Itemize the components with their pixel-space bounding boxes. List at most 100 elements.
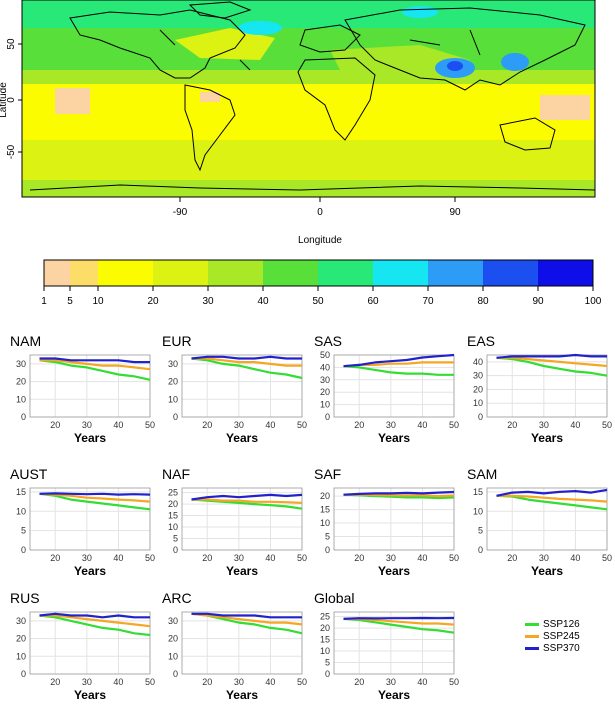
ytick-label: 20: [168, 499, 178, 509]
map-patch-west-pacific: [540, 95, 590, 120]
colorbar-tick-label: 70: [422, 296, 434, 307]
ytick-label: 5: [325, 658, 330, 668]
ytick-label: 20: [320, 387, 330, 397]
panel-chart: 0 10 20 30 20 30 40 50 Years: [16, 611, 155, 702]
ytick-label: 5: [21, 526, 26, 536]
panel-chart: 0 5 10 15 20 30 40 50 Years: [16, 487, 155, 578]
panel-arc: 0 10 20 30 20 30 40 50 Years ARC: [160, 590, 310, 702]
panel-frame: [486, 487, 608, 551]
panel-title: EUR: [162, 333, 192, 349]
series-line-ssp245: [39, 614, 151, 628]
xtick-label: 30: [539, 553, 549, 563]
panel-frame: [29, 487, 151, 551]
legend-swatch-ssp370: [525, 646, 539, 650]
ytick-label: 0: [173, 545, 178, 555]
panel-title: AUST: [10, 466, 48, 482]
ytick-label: 0: [478, 412, 483, 422]
ytick-label: 0: [325, 669, 330, 679]
xtick-label: 50: [145, 420, 155, 430]
xtick-label: 40: [113, 420, 123, 430]
series-line-ssp370: [343, 616, 455, 620]
panel-frame: [486, 354, 608, 418]
series-line-ssp245: [343, 617, 455, 626]
legend-label: SSP245: [543, 630, 580, 642]
colorbar-ticks: 1 5 10 20 30 40 50 60 70 80 90 100: [41, 286, 602, 307]
legend-item: SSP370: [525, 642, 615, 654]
legend-item: SSP245: [525, 630, 615, 642]
ytick-label: 10: [16, 651, 26, 661]
xtick-label: 20: [50, 553, 60, 563]
xtick-label: 20: [354, 677, 364, 687]
panel-sas: 0 10 20 30 40 50 20 30 40 50 Years SAS: [312, 333, 462, 445]
panel-global: 0 5 10 15 20 25 20 30 40 50 Years Global: [312, 590, 462, 702]
ytick-label: 20: [16, 377, 26, 387]
ytick-label: 5: [325, 532, 330, 542]
panel-chart: 0 10 20 30 40 20 30 40 50 Years: [473, 353, 612, 445]
panel-rus: 0 10 20 30 20 30 40 50 Years RUS: [8, 590, 158, 702]
xtick-label: 20: [354, 420, 364, 430]
xtick-label: 20: [202, 420, 212, 430]
ytick-label: 0: [21, 545, 26, 555]
panel-title: Global: [314, 590, 355, 606]
colorbar-cell: [208, 260, 263, 286]
panel-title: SAS: [314, 333, 343, 349]
panel-frame: [29, 354, 151, 418]
xtick-label: 30: [234, 553, 244, 563]
xtick-label: 30: [386, 420, 396, 430]
xtick-label: 40: [265, 553, 275, 563]
map-hotspot-siberia: [402, 6, 438, 18]
series-line-ssp245: [496, 494, 608, 503]
ytick-label: 5: [173, 534, 178, 544]
xtick-label: 50: [145, 553, 155, 563]
series-line-ssp245: [191, 357, 302, 367]
legend-swatch-ssp245: [525, 634, 539, 638]
colorbar-tick-label: 40: [257, 296, 269, 307]
map-patch-north-america: [175, 28, 275, 60]
xtick-label: 20: [507, 553, 517, 563]
series-line-ssp126: [191, 498, 303, 510]
legend-swatch-ssp126: [525, 622, 539, 626]
ytick-label: 0: [21, 412, 26, 422]
xtick-label: 20: [202, 553, 212, 563]
xtick-label: 40: [265, 677, 275, 687]
panel-chart: 0 10 20 30 20 30 40 50 Years: [16, 354, 155, 445]
map-frame: [21, 0, 596, 198]
panel-eas: 0 10 20 30 40 20 30 40 50 Years EAS: [465, 333, 615, 445]
map-ylabel: Latitude: [0, 82, 9, 118]
x-axis-label: Years: [226, 431, 258, 445]
x-axis-label: Years: [74, 688, 106, 702]
ytick-label: 25: [320, 612, 330, 622]
xtick-label: 20: [507, 420, 517, 430]
colorbar-cell: [98, 260, 153, 286]
ytick-label: 15: [320, 635, 330, 645]
xtick-label: 30: [234, 677, 244, 687]
xtick-label: 20: [50, 677, 60, 687]
x-axis-label: Years: [531, 564, 563, 578]
ytick-label: 10: [320, 518, 330, 528]
map-ytick-label: -50: [6, 144, 17, 159]
xtick-label: 50: [297, 553, 307, 563]
xtick-label: 40: [417, 553, 427, 563]
xtick-label: 30: [386, 677, 396, 687]
ytick-label: 0: [173, 669, 178, 679]
xtick-label: 40: [265, 420, 275, 430]
map-band-subtropic: [22, 70, 595, 84]
ytick-label: 15: [16, 487, 26, 497]
series-line-ssp370: [496, 488, 608, 497]
xtick-label: 40: [570, 420, 580, 430]
xtick-label: 50: [145, 677, 155, 687]
xtick-label: 40: [113, 677, 123, 687]
map-ytick-label: 0: [6, 97, 17, 103]
ytick-label: 30: [16, 616, 26, 626]
panel-title: SAM: [467, 466, 498, 482]
series-line-ssp126: [39, 492, 151, 511]
series-line-ssp370: [191, 355, 302, 360]
series-line-ssp126: [39, 614, 151, 637]
ytick-label: 10: [16, 394, 26, 404]
ytick-label: 0: [325, 412, 330, 422]
series-line-ssp126: [496, 356, 608, 377]
colorbar-tick-label: 100: [585, 296, 602, 307]
xtick-label: 20: [50, 420, 60, 430]
